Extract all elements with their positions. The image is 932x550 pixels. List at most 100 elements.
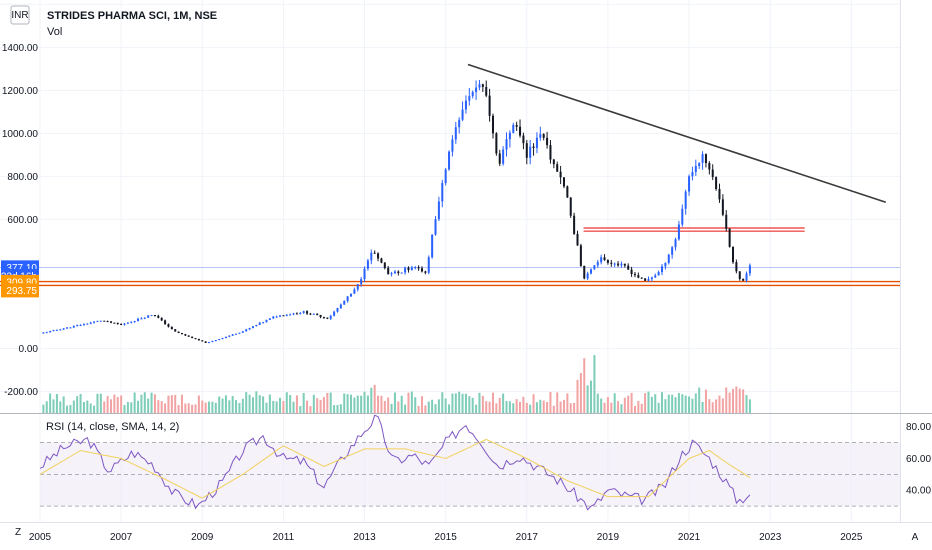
volume-bar	[481, 395, 484, 413]
candle-body	[471, 91, 474, 97]
volume-bar	[590, 380, 593, 413]
rsi-label[interactable]: RSI (14, close, SMA, 14, 2)	[46, 421, 179, 433]
candle-body	[86, 323, 89, 325]
candle-body	[677, 224, 680, 240]
candle-body	[275, 316, 278, 318]
candle-body	[333, 311, 336, 316]
price-tag-label: 293.75	[6, 286, 37, 297]
candle-body	[272, 316, 275, 319]
candle-body	[316, 313, 319, 315]
volume-bar	[380, 395, 383, 413]
volume-bar	[664, 399, 667, 413]
volume-bar	[596, 393, 599, 413]
volume-bar	[552, 405, 555, 413]
candle-body	[228, 335, 231, 337]
candle-body	[143, 317, 146, 319]
volume-bar	[160, 401, 163, 413]
volume-bar	[718, 395, 721, 413]
volume-bar	[214, 402, 217, 413]
candle-body	[164, 320, 167, 325]
volume-bar	[420, 396, 424, 413]
candle-body	[468, 96, 471, 101]
volume-bar	[441, 392, 444, 413]
candle-body	[82, 323, 85, 326]
price-tick-label: 1400.00	[2, 43, 39, 54]
price-axis[interactable]: 1400.00 1200.00 1000.00 800.00 600.00 0.00 -20…	[2, 43, 39, 398]
volume-bar	[153, 394, 156, 413]
candle-body	[664, 262, 667, 267]
volume-bar	[393, 392, 396, 413]
volume-bar	[353, 397, 356, 413]
candle-body	[424, 271, 427, 273]
volume-bar	[546, 402, 549, 413]
candle-body	[617, 263, 620, 266]
trendline[interactable]	[467, 63, 887, 203]
price-tag	[1, 283, 39, 298]
candle-body	[522, 135, 525, 144]
time-tick-label: 2023	[759, 532, 782, 543]
candle-body	[123, 323, 126, 325]
candle-body	[620, 263, 623, 266]
candle-body	[566, 186, 569, 198]
volume-bar	[187, 403, 190, 413]
volume-bar	[116, 397, 119, 413]
candle-body	[221, 338, 224, 340]
candle-body	[387, 267, 390, 275]
volume-bar	[644, 393, 647, 413]
volume-bar	[437, 399, 440, 413]
candle-body	[343, 300, 346, 305]
candle-body	[596, 262, 599, 266]
volume-bar	[698, 387, 701, 413]
candle-body	[295, 313, 298, 315]
candle-body	[49, 331, 52, 333]
currency-badge[interactable]	[10, 5, 30, 25]
candle-body	[66, 327, 69, 329]
rsi-tick-label: 40.00	[906, 486, 931, 497]
symbol-title[interactable]: STRIDES PHARMA SCI, 1M, NSE	[47, 10, 217, 22]
volume-bar	[235, 400, 238, 413]
candle-body	[532, 146, 535, 148]
price-tick-label: 800.00	[7, 172, 38, 183]
volume-bar	[180, 394, 183, 413]
rsi-line	[39, 414, 751, 511]
candle-body	[187, 335, 190, 337]
volume-bar	[59, 401, 62, 413]
volume-bar	[42, 404, 45, 413]
volume-bar	[671, 394, 674, 413]
auto-scale-toggle[interactable]: A	[912, 532, 919, 543]
candle-body	[224, 336, 227, 339]
candle-body	[93, 321, 96, 323]
candle-body	[508, 132, 511, 140]
volume-bar	[312, 394, 315, 413]
candle-body	[708, 163, 711, 170]
candle-body	[488, 95, 491, 116]
candle-body	[576, 233, 579, 246]
volume-bar	[691, 398, 694, 413]
candle-body	[660, 266, 664, 273]
volume-bar	[82, 401, 85, 413]
volume-bar	[86, 400, 89, 413]
log-scale-toggle[interactable]: Z	[15, 527, 21, 538]
candle-body	[265, 319, 268, 323]
time-axis[interactable]: 2005 2007 2009 2011 2013 2015 2017 2019 2021 2023…	[29, 532, 863, 543]
volume-bar	[738, 388, 741, 413]
candle-body	[52, 330, 55, 332]
volume-bar	[52, 399, 55, 413]
candle-body	[630, 269, 633, 275]
rsi-ma-line	[39, 438, 751, 499]
candle-body	[400, 272, 403, 274]
candle-body	[748, 265, 751, 274]
currency-label: INR	[11, 10, 28, 21]
candle-body	[728, 228, 731, 247]
candle-body	[431, 234, 434, 258]
candle-body	[153, 315, 156, 317]
candle-body	[103, 320, 106, 322]
candle-body	[390, 273, 393, 275]
candle-body	[407, 267, 410, 271]
candle-body	[535, 137, 538, 148]
volume-label[interactable]: Vol	[47, 26, 62, 38]
candle-body	[133, 320, 136, 322]
candle-body	[731, 246, 735, 263]
volume-bar	[522, 396, 525, 413]
volume-bar	[681, 394, 684, 413]
